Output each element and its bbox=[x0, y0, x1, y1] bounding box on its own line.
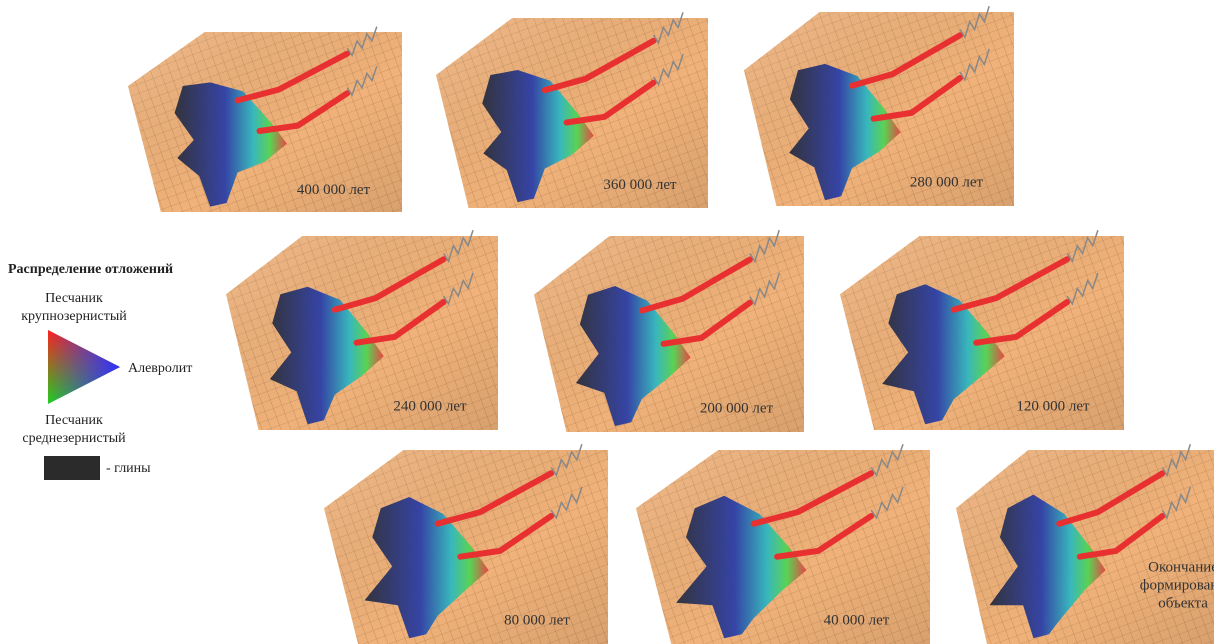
map-panel: 80 000 лет bbox=[324, 444, 608, 644]
map-panel: 360 000 лет bbox=[436, 12, 708, 208]
legend-triangle-overlay bbox=[48, 330, 120, 404]
panel-label: Окончание bbox=[1148, 560, 1214, 576]
legend-right-label: Алевролит bbox=[128, 361, 192, 376]
map-panel: 400 000 лет bbox=[128, 27, 402, 212]
panel-label: 120 000 лет bbox=[1016, 399, 1090, 415]
figure-canvas: Распределение отложений Песчаник крупноз… bbox=[0, 0, 1214, 644]
legend-bottom-label: Песчаник bbox=[45, 413, 103, 428]
panel-label: 80 000 лет bbox=[504, 613, 570, 629]
panel-label: 360 000 лет bbox=[603, 177, 677, 193]
panel-label: формировани bbox=[1140, 578, 1214, 594]
panel-label: 200 000 лет bbox=[700, 400, 774, 416]
panel-label: 280 000 лет bbox=[910, 175, 984, 191]
legend: Распределение отложений Песчаник крупноз… bbox=[8, 262, 192, 480]
legend-title: Распределение отложений bbox=[8, 262, 173, 277]
legend-clay-label: - глины bbox=[106, 461, 151, 476]
map-panel: 120 000 лет bbox=[840, 230, 1124, 430]
figure: Распределение отложений Песчаник крупноз… bbox=[0, 0, 1214, 644]
legend-bottom-label: среднезернистый bbox=[22, 431, 126, 446]
legend-top-label: крупнозернистый bbox=[21, 309, 127, 324]
map-panel: 280 000 лет bbox=[744, 6, 1014, 206]
panel-label: 400 000 лет bbox=[297, 182, 371, 198]
map-panel: 200 000 лет bbox=[534, 230, 804, 432]
map-panel: 40 000 лет bbox=[636, 444, 930, 644]
legend-top-label: Песчаник bbox=[45, 291, 103, 306]
map-panel: Окончание формировани объекта bbox=[956, 444, 1214, 644]
legend-clay-swatch bbox=[44, 456, 100, 480]
panel-label: 240 000 лет bbox=[393, 399, 467, 415]
panel-label: 40 000 лет bbox=[824, 613, 890, 629]
panel-label: объекта bbox=[1158, 596, 1208, 612]
map-panel: 240 000 лет bbox=[226, 230, 498, 430]
